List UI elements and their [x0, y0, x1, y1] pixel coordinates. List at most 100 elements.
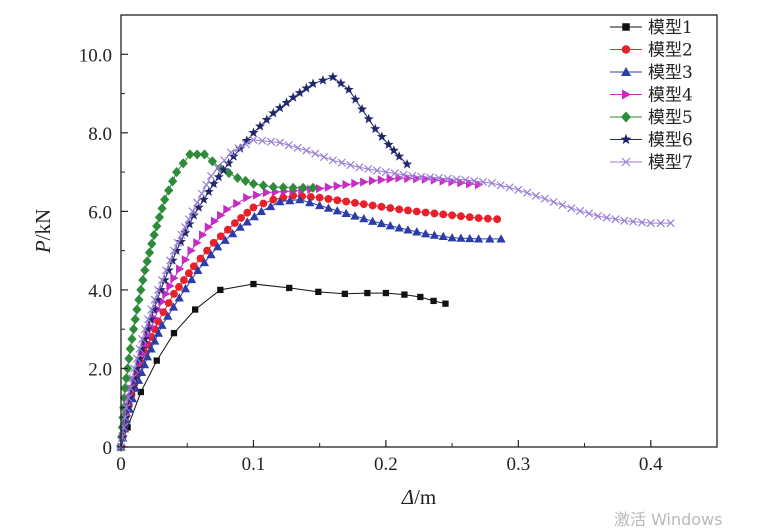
data-point-marker: [621, 45, 631, 54]
data-point-marker: [275, 138, 285, 147]
legend-label: 模型7: [648, 153, 693, 173]
data-point-marker: [421, 229, 431, 238]
data-point-marker: [429, 230, 440, 239]
data-point-marker: [335, 78, 346, 88]
data-point-marker: [198, 230, 208, 240]
data-point-marker: [457, 178, 466, 188]
data-point-marker: [170, 273, 179, 283]
data-point-marker: [235, 143, 246, 153]
data-point-marker: [483, 214, 492, 223]
data-point-marker: [404, 206, 412, 215]
legend-label: 模型3: [648, 63, 693, 83]
data-point-marker: [185, 149, 195, 160]
data-point-marker: [478, 177, 488, 187]
data-point-marker: [249, 135, 258, 144]
data-point-marker: [136, 284, 146, 295]
data-point-marker: [359, 200, 368, 209]
data-point-marker: [315, 200, 325, 210]
data-point-marker: [133, 375, 144, 384]
data-point-marker: [130, 314, 140, 325]
data-point-marker: [311, 149, 320, 158]
data-point-marker: [187, 274, 197, 284]
data-point-marker: [249, 203, 258, 212]
legend-item: 模型7: [610, 153, 693, 173]
data-point-marker: [187, 246, 196, 256]
data-point-marker: [465, 233, 475, 243]
data-point-marker: [124, 353, 134, 364]
data-point-marker: [466, 179, 475, 189]
data-point-marker: [487, 178, 496, 188]
series-line: [120, 195, 498, 448]
data-point-marker: [341, 290, 348, 297]
data-point-marker: [180, 222, 190, 232]
legend-label: 模型2: [648, 41, 693, 61]
data-point-marker: [155, 284, 166, 295]
data-point-marker: [294, 87, 305, 98]
series-3: [116, 194, 506, 451]
data-point-marker: [140, 265, 150, 276]
data-point-marker: [170, 289, 178, 298]
x-tick-label: 0.1: [242, 454, 266, 475]
data-point-marker: [173, 238, 182, 247]
data-point-marker: [341, 208, 351, 218]
data-point-marker: [430, 297, 437, 305]
data-point-marker: [395, 205, 404, 214]
data-point-marker: [258, 180, 268, 191]
data-point-marker: [457, 212, 465, 221]
data-point-marker: [142, 256, 152, 267]
data-point-marker: [223, 157, 234, 168]
data-point-marker: [399, 170, 408, 179]
y-tick-label: 4.0: [88, 281, 112, 302]
data-point-marker: [124, 393, 133, 403]
data-point-marker: [308, 182, 318, 193]
data-point-marker: [163, 264, 174, 275]
data-point-marker: [127, 333, 137, 345]
data-point-marker: [137, 343, 148, 354]
data-point-marker: [180, 227, 191, 238]
data-point-marker: [461, 175, 470, 185]
data-point-marker: [151, 313, 160, 323]
data-point-marker: [154, 212, 165, 223]
data-point-marker: [237, 213, 245, 222]
data-point-marker: [153, 328, 164, 337]
data-point-marker: [135, 344, 144, 353]
data-point-marker: [386, 204, 395, 213]
data-point-marker: [342, 180, 351, 190]
data-point-marker: [157, 320, 167, 329]
data-point-marker: [230, 219, 239, 228]
data-point-marker: [139, 359, 150, 369]
data-point-marker: [403, 225, 413, 234]
x-tick-label: 0.4: [639, 454, 663, 475]
data-point-marker: [171, 245, 182, 255]
data-point-marker: [150, 295, 159, 304]
data-point-marker: [243, 193, 252, 203]
data-point-marker: [368, 176, 378, 186]
data-point-marker: [223, 225, 232, 234]
data-point-marker: [298, 182, 308, 193]
data-point-marker: [149, 304, 160, 314]
x-axis-title-symbol: Δ: [401, 485, 414, 509]
data-point-marker: [206, 171, 216, 181]
data-point-marker: [315, 288, 322, 296]
data-point-marker: [213, 171, 224, 182]
data-point-marker: [286, 284, 293, 292]
data-point-marker: [152, 294, 163, 305]
data-point-marker: [402, 158, 413, 169]
data-point-marker: [209, 238, 218, 247]
data-point-marker: [213, 242, 223, 251]
x-axis-title-unit: /m: [414, 485, 436, 509]
data-point-marker: [333, 181, 342, 191]
data-point-marker: [281, 97, 292, 107]
data-point-marker: [131, 363, 142, 373]
data-point-marker: [241, 135, 252, 145]
data-point-marker: [269, 195, 278, 204]
data-point-marker: [220, 156, 229, 165]
data-point-marker: [359, 213, 369, 223]
data-point-marker: [256, 206, 266, 216]
data-point-marker: [118, 433, 127, 442]
data-point-marker: [421, 208, 430, 217]
data-point-marker: [263, 187, 272, 198]
data-point-marker: [203, 246, 211, 255]
data-point-marker: [266, 137, 276, 146]
